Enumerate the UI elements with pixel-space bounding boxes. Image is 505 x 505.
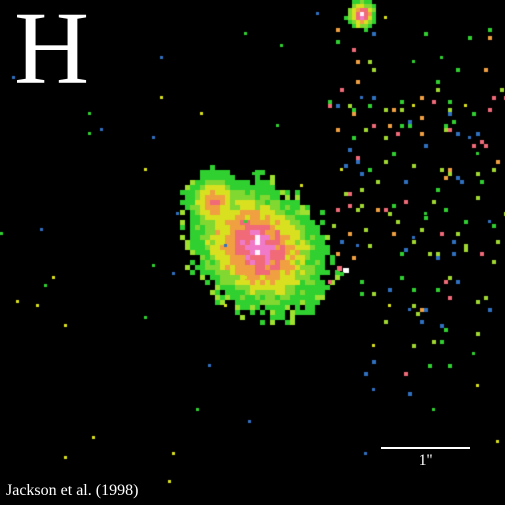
band-label: H xyxy=(14,0,90,106)
scale-bar-label: 1'' xyxy=(418,452,433,469)
credit-caption: Jackson et al. (1998) xyxy=(6,482,139,499)
scale-bar xyxy=(381,447,470,449)
